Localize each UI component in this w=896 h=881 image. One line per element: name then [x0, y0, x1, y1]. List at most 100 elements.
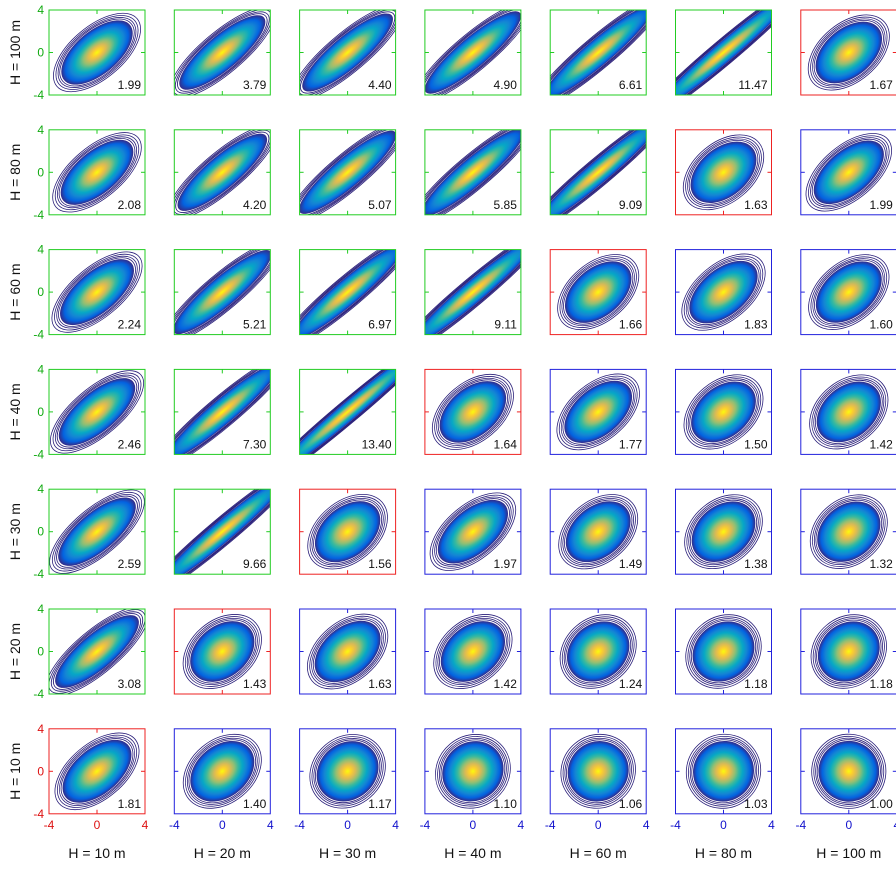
y-tick-label: 4 — [37, 3, 44, 17]
y-tick-label: 4 — [37, 243, 44, 257]
contour-line — [550, 129, 647, 215]
contour-line — [188, 739, 256, 804]
row-label: H = 60 m — [7, 263, 23, 320]
panel-r3-c2: 13.40 — [299, 368, 397, 455]
panel-r3-c6: 1.42 — [800, 368, 896, 455]
panel-r5-c6: 1.18 — [800, 608, 896, 695]
panel-r2-c4: 1.66 — [549, 249, 647, 336]
density-ellipse — [174, 250, 271, 335]
contour-line — [685, 614, 762, 689]
contour-line — [174, 249, 271, 335]
contour-line — [816, 739, 881, 804]
contour-line — [174, 489, 271, 575]
panel-r1-c4: 9.09 — [549, 129, 647, 216]
contour-line — [174, 249, 271, 335]
contour-line — [559, 614, 637, 689]
panel-r6-c1: 1.40 -4 0 4 — [169, 728, 274, 832]
contour-line — [811, 733, 887, 809]
contour-line — [550, 10, 647, 95]
value-label: 9.66 — [243, 557, 267, 571]
value-label: 1.38 — [744, 557, 768, 571]
y-tick-label: 0 — [37, 645, 44, 659]
y-tick-label: 4 — [37, 123, 44, 137]
panel-r3-c1: 7.30 — [173, 368, 271, 455]
density-ellipse — [61, 20, 133, 85]
column-label: H = 30 m — [319, 845, 376, 861]
density-ellipse — [299, 369, 396, 455]
panel-r2-c6: 1.60 — [800, 249, 896, 336]
contour-line — [53, 613, 141, 690]
panel-r1-c1: 4.20 — [173, 129, 271, 216]
contour-line — [307, 494, 388, 570]
contour-line — [175, 131, 270, 213]
density-ellipse — [177, 133, 268, 211]
contour-line — [49, 609, 145, 694]
panel-r3-c0: 2.46 -4 0 4 — [33, 362, 146, 461]
contour-line — [550, 129, 647, 215]
contour-line — [49, 370, 145, 454]
density-ellipse — [815, 261, 882, 323]
contour-line — [53, 12, 141, 93]
value-label: 1.18 — [869, 677, 893, 691]
x-tick-label: 0 — [219, 818, 226, 832]
density-ellipse — [314, 620, 381, 683]
column-label: H = 80 m — [695, 845, 752, 861]
contour-line — [558, 494, 639, 570]
contour-line — [687, 378, 760, 446]
contour-line — [55, 15, 139, 90]
density-ellipse — [690, 141, 757, 203]
value-label: 5.85 — [494, 198, 518, 212]
panel-r0-c1: 3.79 — [173, 9, 271, 96]
contour-line — [685, 376, 762, 448]
contour-line — [49, 489, 145, 574]
panel-r4-c1: 9.66 — [173, 488, 271, 575]
y-tick-label: 0 — [37, 46, 44, 60]
contour-line — [309, 734, 386, 809]
contour-line — [57, 17, 137, 88]
y-tick-label: -4 — [33, 687, 44, 701]
value-label: 1.43 — [243, 677, 267, 691]
contour-line — [50, 611, 144, 692]
y-tick-label: 0 — [37, 165, 44, 179]
contour-line — [689, 379, 758, 444]
density-ellipse — [675, 10, 772, 95]
contour-line — [689, 499, 758, 564]
contour-line — [557, 254, 640, 331]
contour-line — [681, 253, 766, 331]
value-label: 3.79 — [243, 78, 267, 92]
y-tick-label: 4 — [37, 482, 44, 496]
contour-line — [809, 494, 888, 569]
contour-line — [558, 375, 638, 449]
y-tick-label: 0 — [37, 525, 44, 539]
contour-line — [312, 619, 383, 684]
value-label: 1.60 — [869, 318, 893, 332]
contour-line — [811, 138, 886, 206]
contour-line — [174, 11, 270, 94]
x-tick-label: -4 — [169, 818, 180, 832]
panel-r4-c0: 2.59 -4 0 4 — [33, 482, 146, 581]
contour-line — [434, 496, 512, 567]
column-label: H = 20 m — [194, 845, 251, 861]
panel-r1-c6: 1.99 — [800, 129, 896, 216]
density-ellipse — [302, 13, 393, 92]
y-tick-label: 4 — [37, 602, 44, 616]
density-ellipse — [816, 381, 881, 443]
contour-line — [563, 259, 634, 325]
contour-line — [810, 16, 888, 89]
value-label: 1.32 — [869, 557, 893, 571]
contour-line — [299, 249, 396, 335]
contour-line — [424, 10, 521, 95]
x-tick-label: 0 — [720, 818, 727, 832]
contour-line — [177, 13, 268, 92]
contour-line — [675, 10, 772, 95]
panel-r5-c5: 1.18 — [675, 608, 772, 695]
contour-line — [56, 255, 138, 329]
contour-line — [812, 18, 886, 87]
density-ellipse — [299, 249, 396, 335]
density-ellipse — [62, 739, 132, 803]
contour-line — [566, 739, 631, 804]
value-label: 1.42 — [869, 437, 893, 451]
panel-r2-c1: 5.21 — [173, 249, 271, 336]
x-tick-label: 4 — [267, 818, 274, 832]
contour-line — [550, 10, 647, 95]
